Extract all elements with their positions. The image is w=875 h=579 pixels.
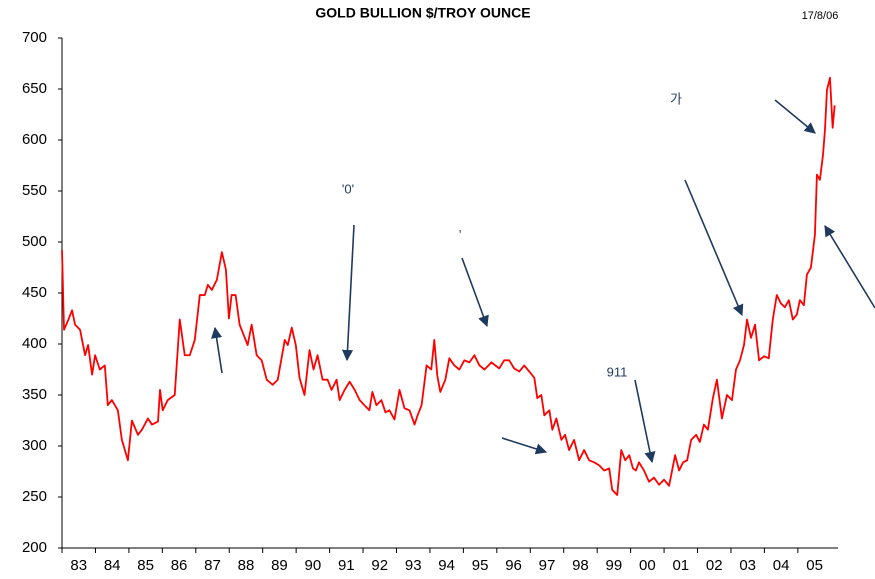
x-tick-label: 94 <box>438 557 455 574</box>
y-tick-label: 600 <box>22 131 47 148</box>
x-tick-label: 00 <box>639 557 656 574</box>
x-tick-label: 97 <box>539 557 556 574</box>
y-tick-label: 650 <box>22 80 47 97</box>
x-tick-label: 96 <box>505 557 522 574</box>
x-tick-label: 99 <box>606 557 623 574</box>
x-tick-label: 03 <box>739 557 756 574</box>
x-tick-label: 98 <box>572 557 589 574</box>
arrows <box>211 99 875 464</box>
y-tick-label: 700 <box>22 29 47 46</box>
y-tick-label: 450 <box>22 284 47 301</box>
y-tick-label: 250 <box>22 488 47 505</box>
chart-date: 17/8/06 <box>802 10 839 22</box>
chart-title: GOLD BULLION $/TROY OUNCE <box>315 5 530 21</box>
arrow <box>461 257 489 328</box>
y-tick-label: 500 <box>22 233 47 250</box>
x-tick-label: 95 <box>472 557 489 574</box>
x-tick-label: 04 <box>773 557 790 574</box>
y-tick-label: 200 <box>22 539 47 556</box>
x-tick-label: 88 <box>238 557 255 574</box>
y-tick-label: 550 <box>22 182 47 199</box>
x-tick-label: 93 <box>405 557 422 574</box>
x-tick-label: 90 <box>305 557 322 574</box>
x-tick-label: 83 <box>70 557 87 574</box>
arrow <box>211 326 223 374</box>
x-tick-label: 86 <box>171 557 188 574</box>
x-tick-label: 02 <box>706 557 723 574</box>
x-tick-label: 87 <box>204 557 221 574</box>
y-tick-label: 300 <box>22 437 47 454</box>
arrow <box>341 224 355 362</box>
y-tick-label: 350 <box>22 386 47 403</box>
x-tick-label: 91 <box>338 557 355 574</box>
x-tick-label: 05 <box>806 557 823 574</box>
y-tick-label: 400 <box>22 335 47 352</box>
arrow <box>774 99 816 134</box>
arrow <box>501 437 548 455</box>
annotation: '0' <box>342 181 354 196</box>
x-tick-label: 84 <box>104 557 121 574</box>
arrow <box>824 225 875 309</box>
price-line <box>61 76 836 496</box>
arrow <box>634 379 656 464</box>
arrow <box>684 179 744 317</box>
x-tick-label: 89 <box>271 557 288 574</box>
annotation: 가 <box>670 91 682 106</box>
x-tick-label: 92 <box>371 557 388 574</box>
x-tick-label: 85 <box>137 557 154 574</box>
x-tick-label: 01 <box>672 557 689 574</box>
annotation: , <box>458 219 462 234</box>
annotation: 911 <box>607 364 628 379</box>
